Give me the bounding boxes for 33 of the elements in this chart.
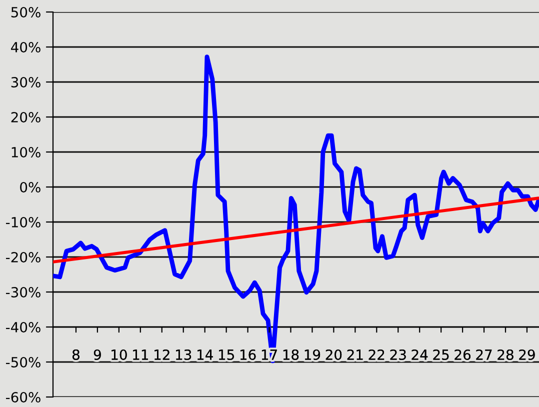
x-tick-label: 26: [454, 349, 471, 360]
y-tick-label: 30%: [11, 76, 40, 88]
y-tick-label: -60%: [6, 392, 40, 402]
x-tick-label: 16: [240, 349, 256, 360]
y-tick-label: -10%: [6, 216, 40, 228]
x-tick-label: 28: [498, 349, 514, 360]
x-tick-label: 18: [283, 349, 299, 360]
x-tick-label: 23: [390, 349, 406, 360]
x-tick-label: 19: [304, 349, 320, 360]
x-tick-label: 9: [94, 349, 101, 360]
y-tick-label: -20%: [6, 252, 40, 262]
y-tick-label: -40%: [6, 322, 40, 332]
y-tick-label: 0%: [20, 182, 40, 192]
x-tick-label: 27: [476, 349, 492, 360]
x-tick-label: 21: [347, 349, 363, 360]
y-tick-label: 50%: [11, 6, 40, 18]
x-tick-label: 24: [412, 349, 428, 360]
x-tick-label: 13: [176, 349, 192, 360]
x-tick-label: 25: [433, 349, 449, 360]
x-tick-label: 8: [72, 349, 80, 360]
x-tick-label: 22: [368, 349, 384, 360]
x-tick-label: 10: [112, 349, 127, 360]
x-tick-label: 15: [219, 350, 234, 360]
x-tick-label: 12: [154, 349, 170, 360]
x-tick-label: 29: [519, 349, 535, 360]
x-tick-label: 20: [326, 349, 342, 360]
y-tick-label: 20%: [11, 112, 40, 122]
x-tick-label: 11: [133, 350, 148, 360]
y-tick-label: 10%: [12, 146, 40, 158]
x-tick-label: 14: [198, 350, 213, 360]
y-tick-label: -50%: [6, 356, 40, 368]
y-tick-label: 40%: [11, 42, 40, 52]
y-tick-label: -30%: [6, 286, 40, 298]
